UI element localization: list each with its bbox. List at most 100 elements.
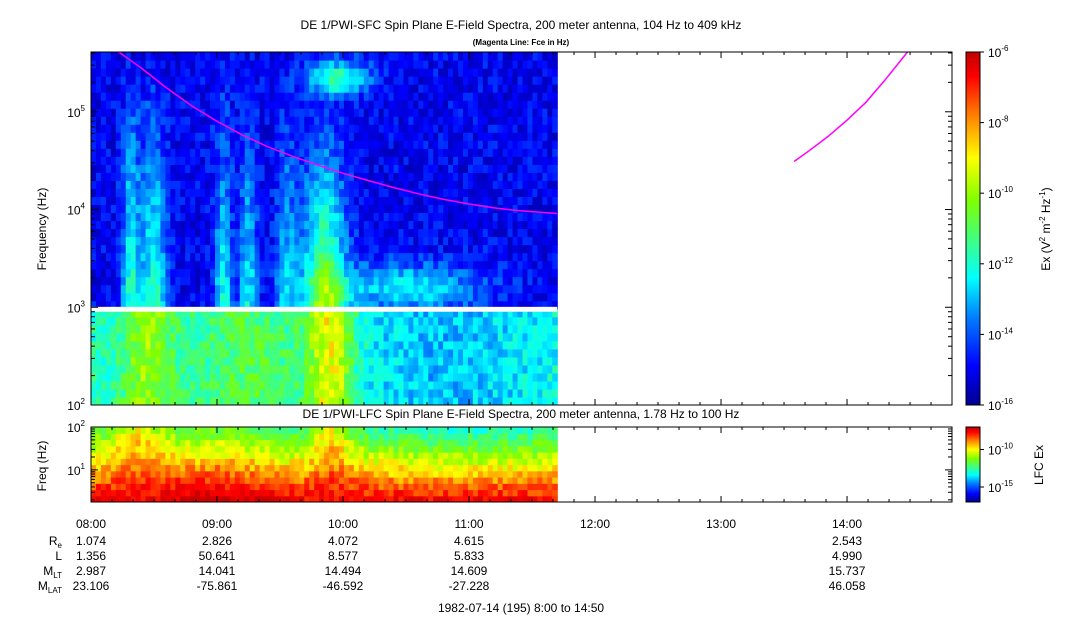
sfc-heatmap-cell — [477, 300, 484, 310]
sfc-heatmap-cell — [284, 76, 290, 85]
sfc-heatmap-cell — [334, 396, 340, 405]
sfc-heatmap-cell — [234, 116, 241, 125]
lfc-heatmap-cell — [145, 445, 152, 453]
sfc-heatmap-cell — [140, 324, 147, 334]
sfc-heatmap-cell — [110, 372, 117, 382]
sfc-heatmap-cell — [91, 276, 97, 286]
lfc-heatmap-cell — [175, 458, 181, 466]
sfc-heatmap-cell — [448, 332, 454, 342]
sfc-heatmap-cell — [433, 132, 439, 141]
sfc-heatmap-cell — [329, 84, 335, 93]
sfc-heatmap-cell — [150, 188, 157, 198]
sfc-heatmap-cell — [443, 148, 449, 157]
sfc-heatmap-cell — [210, 244, 216, 254]
sfc-heatmap-cell — [234, 252, 241, 262]
sfc-heatmap-cell — [403, 324, 410, 334]
sfc-heatmap-cell — [279, 372, 286, 382]
sfc-heatmap-cell — [373, 236, 380, 246]
sfc-heatmap-cell — [388, 116, 395, 125]
sfc-heatmap-cell — [135, 76, 142, 85]
sfc-heatmap-cell — [512, 220, 519, 230]
sfc-heatmap-cell — [462, 236, 469, 246]
sfc-heatmap-cell — [324, 292, 330, 302]
sfc-heatmap-cell — [254, 108, 261, 117]
sfc-heatmap-cell — [289, 132, 295, 141]
sfc-heatmap-cell — [423, 268, 429, 278]
sfc-heatmap-cell — [249, 308, 256, 318]
lfc-heatmap-cell — [264, 439, 271, 447]
sfc-heatmap-cell — [150, 372, 157, 382]
lfc-heatmap-cell — [269, 464, 276, 472]
sfc-heatmap-cell — [433, 204, 439, 214]
sfc-heatmap-cell — [388, 308, 395, 318]
sfc-heatmap-cell — [244, 196, 251, 206]
sfc-heatmap-cell — [185, 156, 191, 165]
sfc-heatmap-cell — [477, 220, 484, 230]
lfc-heatmap-cell — [244, 483, 251, 491]
sfc-heatmap-cell — [383, 324, 390, 334]
sfc-heatmap-cell — [234, 140, 241, 149]
lfc-heatmap-cell — [215, 452, 221, 459]
sfc-heatmap-cell — [120, 308, 127, 318]
sfc-heatmap-cell — [100, 316, 107, 326]
sfc-heatmap-cell — [130, 92, 137, 101]
lfc-heatmap-cell — [334, 483, 340, 491]
sfc-heatmap-cell — [334, 340, 340, 350]
sfc-heatmap-cell — [358, 244, 365, 254]
lfc-heatmap-cell — [388, 483, 395, 491]
sfc-heatmap-cell — [378, 100, 385, 109]
sfc-heatmap-cell — [482, 324, 489, 334]
sfc-heatmap-cell — [170, 252, 176, 262]
sfc-heatmap-cell — [472, 188, 479, 198]
sfc-heatmap-cell — [210, 132, 216, 141]
sfc-heatmap-cell — [234, 188, 241, 198]
sfc-heatmap-cell — [304, 332, 310, 342]
sfc-heatmap-cell — [547, 68, 553, 77]
sfc-heatmap-cell — [269, 132, 276, 141]
sfc-heatmap-cell — [105, 364, 112, 374]
sfc-heatmap-cell — [532, 356, 538, 366]
lfc-heatmap-cell — [145, 470, 152, 478]
sfc-heatmap-cell — [254, 252, 261, 262]
sfc-heatmap-cell — [115, 348, 122, 358]
sfc-heatmap-cell — [398, 276, 405, 286]
sfc-heatmap-cell — [453, 164, 459, 173]
sfc-heatmap-cell — [487, 92, 494, 101]
sfc-heatmap-cell — [502, 108, 509, 117]
lfc-heatmap-cell — [224, 452, 231, 459]
sfc-heatmap-cell — [264, 276, 271, 286]
tick-base: 10 — [988, 187, 1002, 201]
sfc-heatmap-cell — [125, 284, 132, 294]
sfc-heatmap-cell — [269, 212, 276, 222]
sfc-heatmap-cell — [487, 308, 494, 318]
lfc-heatmap-cell — [259, 470, 266, 478]
sfc-heatmap-cell — [140, 380, 147, 390]
sfc-heatmap-cell — [487, 300, 494, 310]
sfc-heatmap-cell — [348, 116, 355, 125]
sfc-heatmap-cell — [343, 396, 350, 405]
sfc-heatmap-cell — [458, 396, 464, 405]
sfc-heatmap-cell — [210, 76, 216, 85]
lfc-heatmap-cell — [234, 470, 241, 478]
sfc-heatmap-cell — [532, 388, 538, 398]
sfc-heatmap-cell — [91, 148, 97, 157]
sfc-heatmap-cell — [527, 92, 534, 101]
lfc-heatmap-cell — [165, 439, 171, 447]
lfc-heatmap-cell — [190, 452, 196, 459]
lfc-heatmap-cell — [170, 470, 176, 478]
sfc-heatmap-cell — [274, 268, 281, 278]
sfc-heatmap-cell — [160, 268, 166, 278]
sfc-heatmap-cell — [234, 180, 241, 189]
sfc-heatmap-cell — [190, 212, 196, 222]
sfc-heatmap-cell — [190, 116, 196, 125]
sfc-heatmap-cell — [259, 164, 266, 173]
lfc-heatmap-cell — [393, 445, 400, 453]
sfc-heatmap-cell — [522, 276, 529, 286]
sfc-heatmap-cell — [378, 196, 385, 206]
sfc-heatmap-cell — [547, 180, 553, 189]
sfc-heatmap-cell — [497, 388, 504, 398]
sfc-heatmap-cell — [477, 388, 484, 398]
sfc-heatmap-cell — [185, 76, 191, 85]
sfc-heatmap-cell — [259, 60, 266, 69]
sfc-heatmap-cell — [482, 268, 489, 278]
